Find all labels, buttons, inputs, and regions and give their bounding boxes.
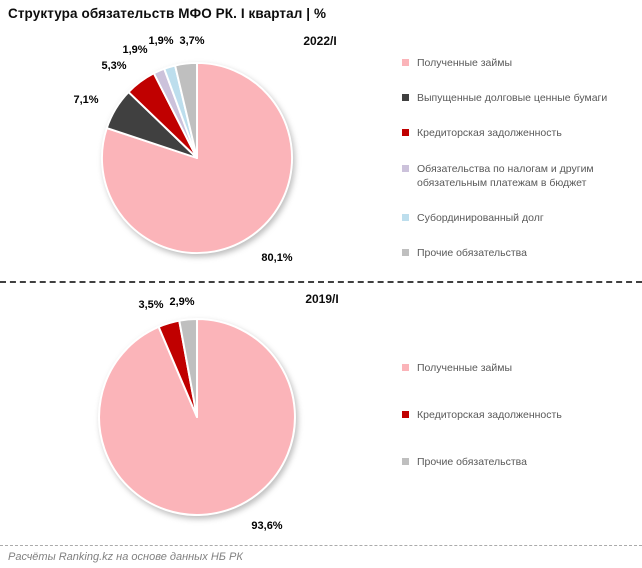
- section-divider: [0, 281, 642, 283]
- period-label-2022: 2022/I: [303, 34, 337, 48]
- legend-2019: Полученные займы Кредиторская задолженно…: [402, 361, 638, 469]
- legend-item-other: Прочие обязательства: [402, 246, 638, 260]
- page-title: Структура обязательств МФО РК. I квартал…: [8, 6, 327, 21]
- pie-chart-2022: [100, 61, 293, 255]
- slice-label-2019-received-loans: 93,6%: [251, 520, 283, 532]
- legend-label: Субординированный долг: [417, 211, 544, 224]
- legend-label: Обязательства по налогам и другим обязат…: [417, 162, 594, 189]
- legend-marker-lavender: [402, 164, 409, 172]
- period-label-2019: 2019/I: [305, 292, 339, 306]
- legend-item-subordinated-debt: Субординированный долг: [402, 211, 638, 225]
- legend-marker-pink: [402, 59, 409, 66]
- slice-label-2022-subordinated-debt: 1,9%: [148, 35, 174, 47]
- legend-label: Прочие обязательства: [417, 246, 527, 259]
- legend-label: Выпущенные долговые ценные бумаги: [417, 92, 608, 105]
- slice-label-2019-other: 2,9%: [169, 296, 195, 308]
- legend-item-received-loans: Полученные займы: [402, 56, 638, 70]
- source-note: Расчёты Ranking.kz на основе данных НБ Р…: [8, 551, 243, 563]
- footer-divider: [0, 545, 642, 546]
- legend-label: Кредиторская задолженность: [417, 127, 562, 140]
- slice-label-2022-tax-liabilities: 1,9%: [122, 44, 148, 56]
- pie-chart-2019: [98, 318, 296, 516]
- slice-label-2022-other: 3,7%: [179, 35, 205, 47]
- legend-label: Полученные займы: [417, 362, 513, 374]
- legend-2022: Полученные займы Выпущенные долговые цен…: [402, 56, 638, 260]
- legend-marker-darkgray: [402, 94, 409, 102]
- legend-item-payables: Кредиторская задолженность: [402, 126, 638, 140]
- legend-marker-darkred: [402, 411, 409, 418]
- legend-item-tax-liabilities: Обязательства по налогам и другим обязат…: [402, 162, 638, 190]
- legend-marker-gray: [402, 248, 409, 256]
- legend-item-other: Прочие обязательства: [402, 455, 638, 469]
- legend-label: Кредиторская задолженность: [417, 409, 562, 421]
- pie-slice: [98, 318, 296, 516]
- slice-label-2019-payables: 3,5%: [138, 299, 164, 311]
- legend-marker-lightblue: [402, 213, 409, 221]
- legend-marker-pink: [402, 364, 409, 371]
- legend-marker-gray: [402, 458, 409, 465]
- legend-item-received-loans: Полученные займы: [402, 361, 638, 375]
- slice-label-2022-payables: 5,3%: [101, 60, 127, 72]
- slice-label-2022-debt-securities: 7,1%: [73, 94, 99, 106]
- legend-marker-darkred: [402, 129, 409, 137]
- slice-label-2022-received-loans: 80,1%: [261, 252, 293, 264]
- pie-slice: [178, 318, 199, 419]
- pie-slice: [174, 61, 198, 159]
- legend-item-debt-securities: Выпущенные долговые ценные бумаги: [402, 91, 638, 105]
- legend-label: Полученные займы: [417, 57, 513, 69]
- legend-item-payables: Кредиторская задолженность: [402, 408, 638, 422]
- legend-label: Прочие обязательства: [417, 456, 527, 468]
